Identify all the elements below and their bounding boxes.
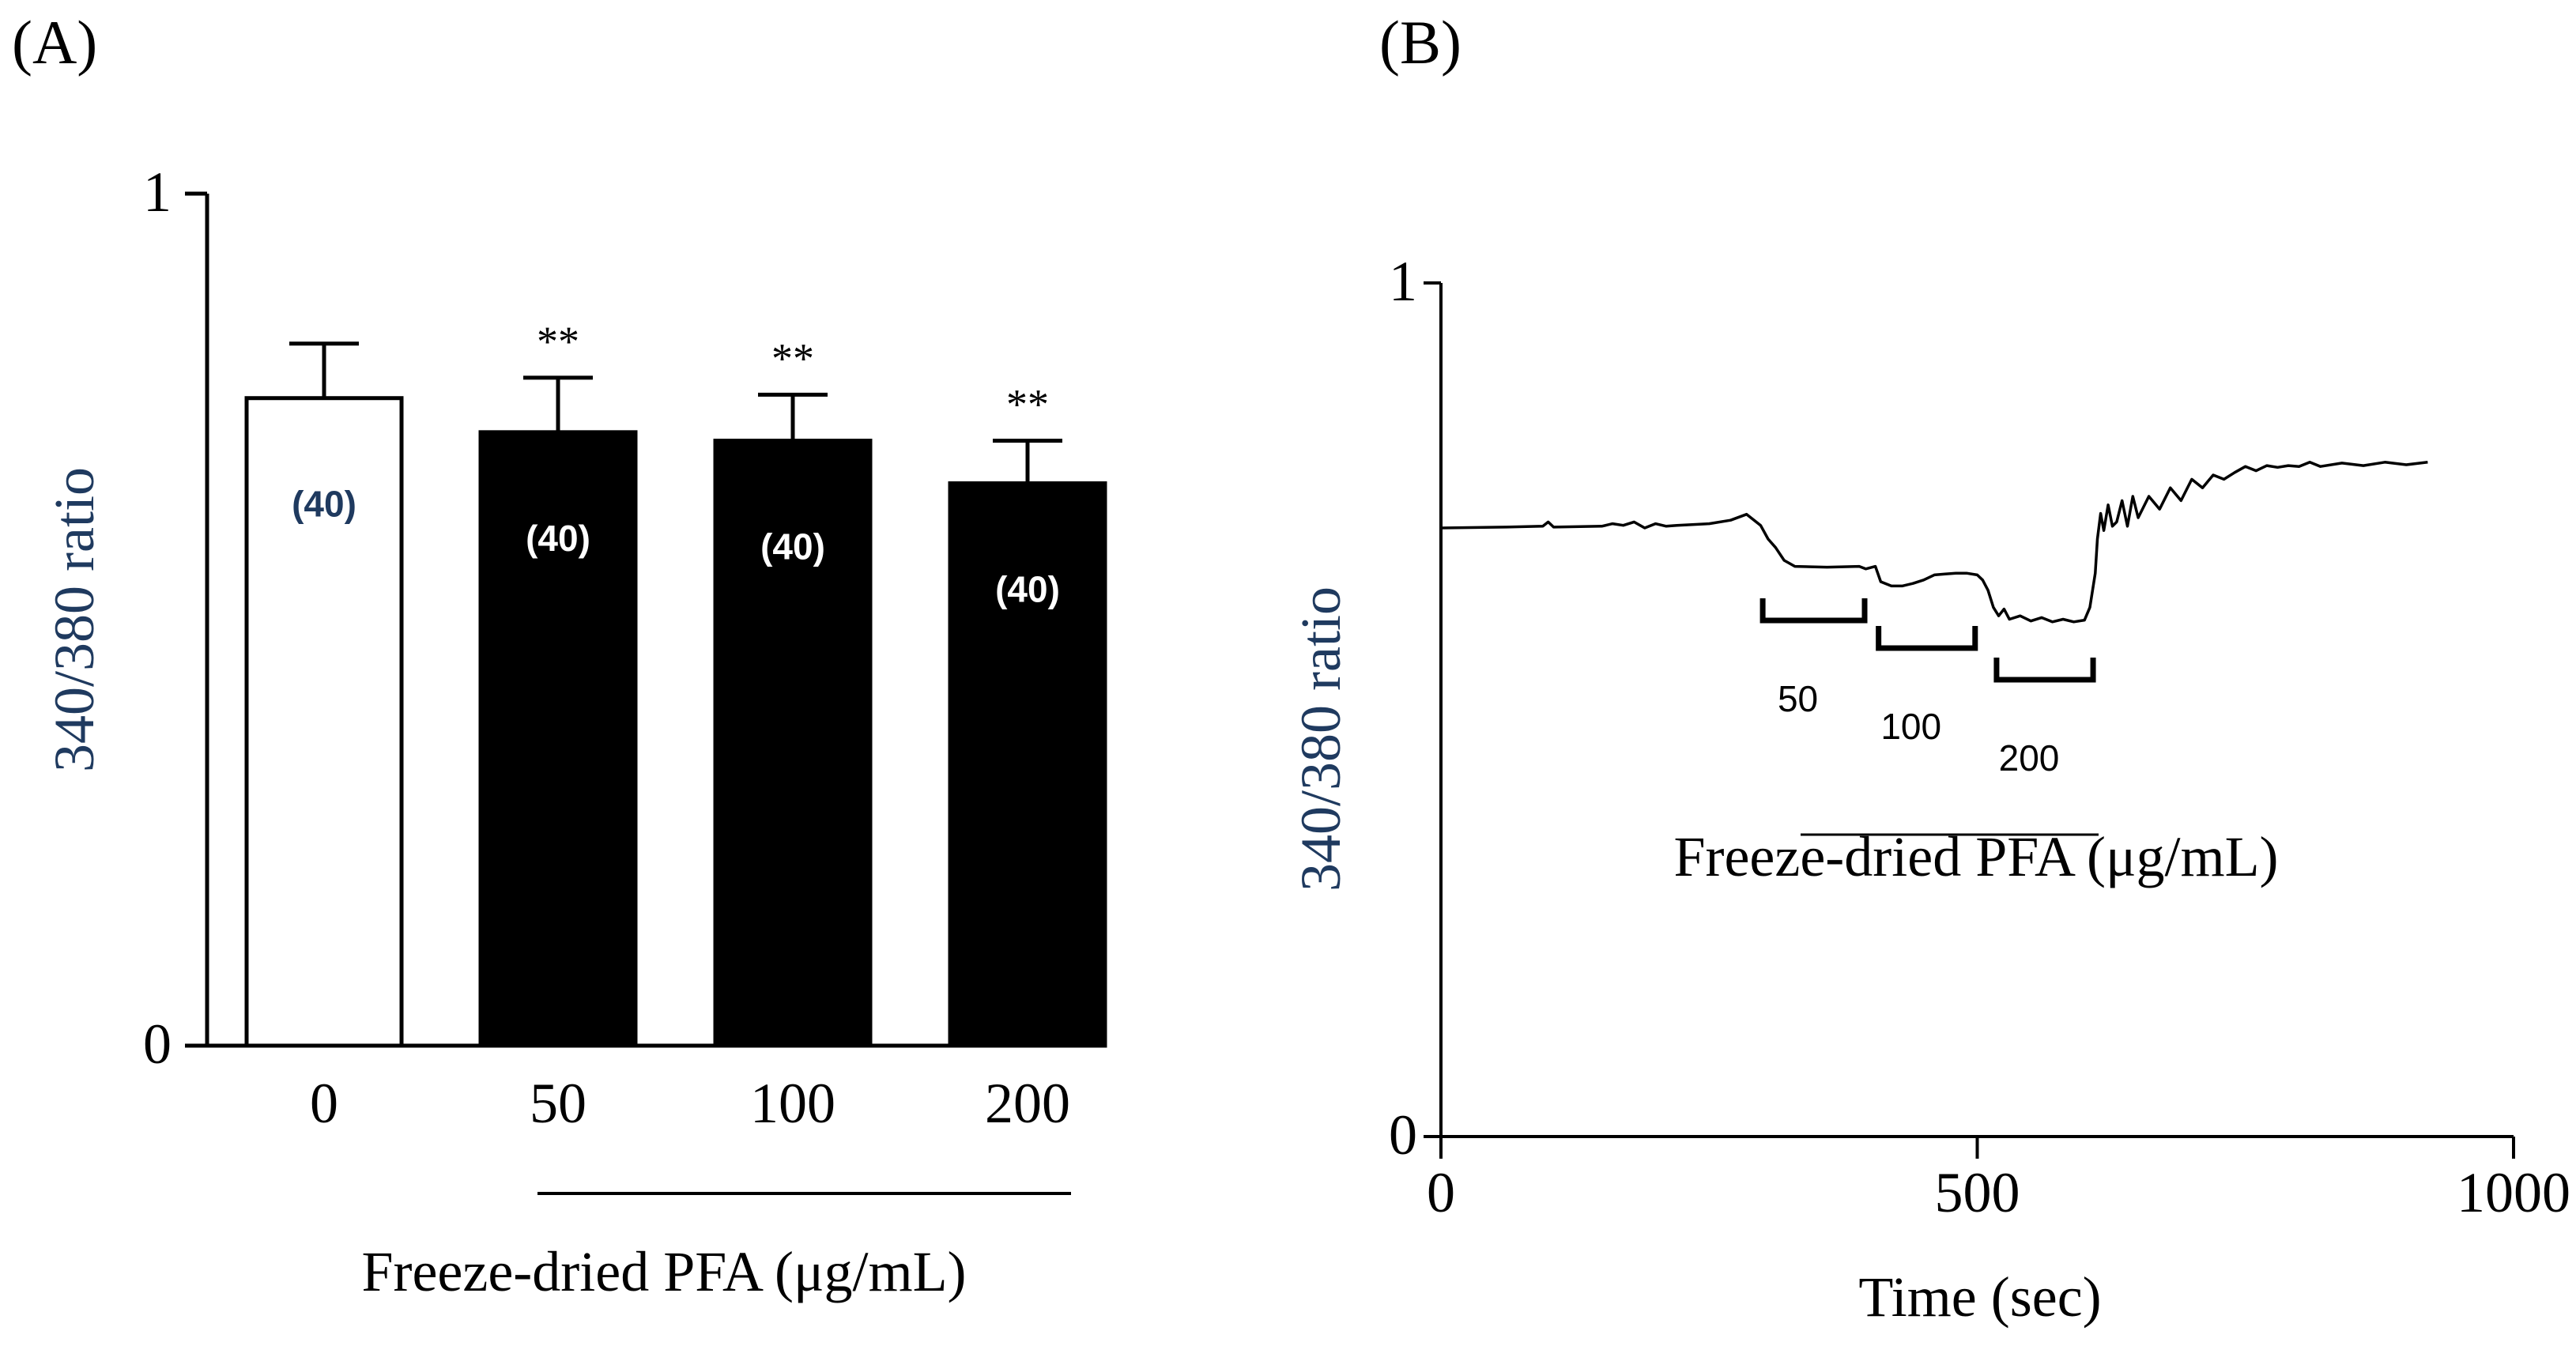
bracket-100 [1876, 626, 1978, 651]
n-label-50: (40) [526, 518, 590, 559]
trace-line [1440, 461, 2428, 624]
bracket-label-200: 200 [1999, 737, 2060, 779]
x-tick-label-500: 500 [1935, 1161, 2020, 1224]
bracket-label-50: 50 [1778, 678, 1818, 719]
x-tick-label-100: 100 [750, 1072, 835, 1135]
bar-200 [948, 481, 1107, 1048]
significance-200: ** [1006, 381, 1049, 428]
x-axis-label: Freeze-dried PFA (μg/mL) [361, 1240, 966, 1303]
n-label-200: (40) [995, 569, 1060, 610]
x-tick-label-1000: 1000 [2457, 1161, 2570, 1224]
y-tick-label-1: 1 [1389, 250, 1417, 313]
y-tick-label-0: 0 [1389, 1103, 1417, 1167]
bar-0 [244, 396, 404, 1048]
n-label-100: (40) [760, 526, 825, 567]
panel-b-label: (B) [1379, 8, 1461, 77]
treatment-label: Freeze-dried PFA (μg/mL) [1673, 825, 2278, 888]
x-axis-label: Time (sec) [1858, 1265, 2101, 1329]
y-axis-label: 340/380 ratio [1289, 586, 1352, 892]
y-axis-label: 340/380 ratio [43, 467, 106, 772]
bar-100 [713, 439, 873, 1048]
y-tick-label-1: 1 [143, 160, 172, 224]
panel-a-chart: (40) 0 (40) ** 50 (40) ** 100 (40) ** 200 0 1 340/380… [43, 160, 1107, 1303]
significance-50: ** [537, 318, 579, 365]
panel-a-label: (A) [12, 8, 97, 77]
bracket-label-100: 100 [1880, 706, 1941, 747]
significance-100: ** [771, 334, 814, 382]
panel-b-chart: 0 1 0 500 1000 50 100 200 Freeze-dried PFA (μg/m… [1289, 250, 2570, 1329]
bracket-50 [1759, 598, 1868, 624]
bracket-200 [1993, 658, 2096, 683]
x-tick-label-0: 0 [1427, 1161, 1455, 1224]
x-tick-label-200: 200 [985, 1072, 1070, 1135]
n-label-0: (40) [292, 484, 356, 525]
x-tick-label-0: 0 [310, 1072, 338, 1135]
y-tick-label-0: 0 [143, 1012, 172, 1076]
x-tick-label-50: 50 [530, 1072, 586, 1135]
